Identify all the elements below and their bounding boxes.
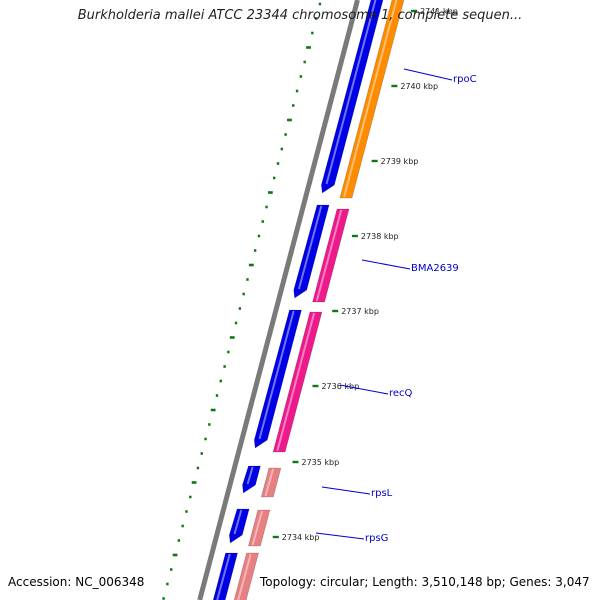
cds-arrow-pink-shine (264, 468, 275, 497)
gc-dot-track (162, 2, 322, 600)
gene-label-track: rpoC BMA2639 recQ rpsL rpsG (315, 68, 477, 544)
cds-arrow-pink (233, 552, 259, 600)
gene-label-recq: recQ (389, 388, 413, 399)
gene-leader-line (403, 68, 453, 81)
cds-arrow-pink (260, 467, 282, 498)
cds-arrow-orange-shine (343, 0, 398, 198)
gene-label-bma2639: BMA2639 (411, 263, 459, 274)
cds-arrow-orange (339, 0, 405, 199)
kbp-tick-label: 2737 kbp (341, 307, 379, 316)
cds-arrow-magenta (312, 208, 350, 303)
kbp-tick-track: 2741 kbp 2740 kbp 2739 kbp 2738 kbp 2737 kbp… (272, 7, 458, 542)
gene-leader-line (321, 486, 371, 495)
kbp-tick-label: 2738 kbp (361, 232, 399, 241)
gene-label-rpsg: rpsG (365, 533, 388, 544)
cds-arrow-blue-shine (233, 509, 243, 535)
cds-arrow-magenta-shine (315, 209, 343, 302)
cds-arrow-blue (228, 508, 250, 544)
gene-leader-line (361, 259, 411, 270)
kbp-tick-label: 2739 kbp (381, 157, 419, 166)
gene-label-rpoc: rpoC (453, 74, 477, 85)
cds-arrow-magenta-shine (276, 312, 316, 452)
backbone-line (197, 0, 360, 600)
cds-arrow-pink (248, 509, 271, 547)
cds-arrow-blue (242, 465, 261, 494)
cds-arrow-blue (293, 204, 330, 299)
cds-arrow-blue (253, 309, 302, 449)
cds-arrow-blue (321, 0, 384, 194)
topology-summary: Topology: circular; Length: 3,510,148 bp… (258, 574, 592, 590)
cds-arrow-pink-shine (251, 510, 264, 546)
accession-text: Accession: NC_006348 (6, 574, 147, 590)
kbp-tick-label: 2736 kbp (321, 382, 359, 391)
gene-label-rpsl: rpsL (371, 488, 393, 499)
gene-leader-line (315, 532, 365, 540)
gene-leader-line (339, 384, 389, 395)
cds-arrow-blue-shine (258, 310, 295, 440)
kbp-tick-label: 2735 kbp (301, 458, 339, 467)
cds-arrow-blue (212, 552, 238, 600)
cds-arrow-blue-shine (297, 205, 323, 290)
kbp-tick-label: 2740 kbp (400, 82, 438, 91)
kbp-tick-label: 2741 kbp (420, 7, 458, 16)
map-title: Burkholderia mallei ATCC 23344 chromosom… (77, 8, 523, 23)
cds-arrow-blue-shine (246, 466, 254, 485)
kbp-tick-label: 2734 kbp (282, 533, 320, 542)
feature-track (212, 0, 405, 600)
cds-arrow-magenta (272, 311, 323, 453)
cds-arrow-blue-shine (325, 0, 377, 185)
